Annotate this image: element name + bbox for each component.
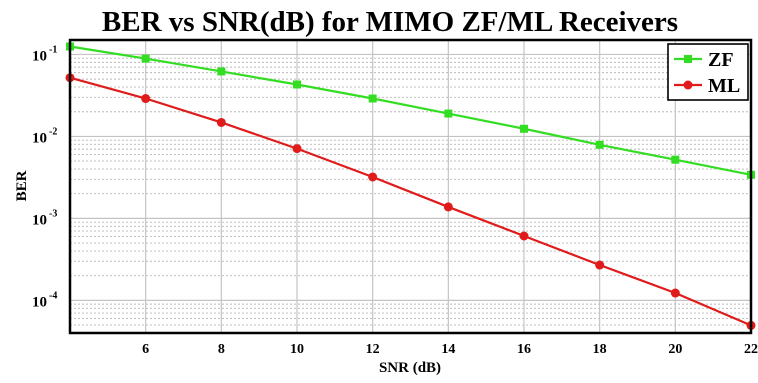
y-tick-label: 10 -4 bbox=[32, 290, 57, 310]
point-ml bbox=[216, 117, 226, 127]
y-tick-base: 10 bbox=[32, 130, 47, 146]
point-ml bbox=[670, 288, 680, 298]
point-ml bbox=[595, 260, 605, 270]
point-zf bbox=[368, 94, 377, 103]
y-tick-exponent: -4 bbox=[49, 290, 57, 301]
x-tick-label: 14 bbox=[441, 342, 455, 357]
x-axis-label: SNR (dB) bbox=[379, 360, 441, 376]
y-tick-label: 10 -1 bbox=[32, 44, 57, 64]
chart-title: BER vs SNR(dB) for MIMO ZF/ML Receivers bbox=[102, 6, 678, 38]
series-line-zf bbox=[69, 45, 752, 176]
x-tick-label: 12 bbox=[366, 342, 380, 357]
grid bbox=[70, 40, 751, 333]
y-axis-label: BER bbox=[14, 170, 30, 201]
legend-box bbox=[667, 43, 749, 101]
y-tick-labels: 10-410-310-210-1 bbox=[32, 44, 57, 310]
point-zf bbox=[595, 140, 604, 149]
y-tick-label: 10 -3 bbox=[32, 208, 57, 228]
y-tick-exponent: -1 bbox=[49, 44, 57, 55]
point-zf bbox=[520, 124, 528, 133]
point-ml bbox=[141, 94, 151, 104]
x-tick-labels: 6 8 10 12 14 16 18 20 22 bbox=[142, 342, 758, 357]
legend-label-ml: ML bbox=[708, 75, 740, 97]
y-tick-exponent: -2 bbox=[49, 126, 57, 137]
point-zf bbox=[141, 54, 150, 63]
legend-marker-zf bbox=[684, 55, 692, 63]
y-tick-base: 10 bbox=[32, 212, 47, 228]
plot-frame bbox=[68, 38, 753, 335]
y-tick-base: 10 bbox=[32, 48, 47, 64]
point-zf bbox=[444, 109, 453, 118]
point-ml bbox=[519, 231, 529, 241]
x-tick-label: 16 bbox=[517, 342, 531, 357]
x-tick-label: 10 bbox=[290, 342, 304, 357]
y-tick-base: 10 bbox=[32, 294, 47, 310]
x-tick-label: 18 bbox=[593, 342, 607, 357]
point-zf bbox=[217, 67, 226, 76]
x-tick-label: 20 bbox=[668, 342, 682, 357]
point-zf bbox=[293, 80, 301, 89]
x-tick-label: 22 bbox=[744, 342, 758, 357]
point-ml bbox=[292, 144, 302, 154]
point-ml bbox=[368, 172, 378, 182]
series-layer bbox=[65, 42, 756, 330]
point-zf bbox=[671, 155, 680, 164]
legend-marker-ml bbox=[683, 80, 693, 90]
x-tick-label: 8 bbox=[218, 342, 225, 357]
point-ml bbox=[443, 202, 453, 212]
y-tick-label: 10 -2 bbox=[32, 126, 57, 146]
legend: ZF ML bbox=[667, 43, 749, 101]
y-tick-exponent: -3 bbox=[49, 208, 57, 219]
legend-label-zf: ZF bbox=[708, 49, 734, 71]
x-tick-label: 6 bbox=[142, 342, 149, 357]
series-line-ml bbox=[69, 76, 752, 327]
